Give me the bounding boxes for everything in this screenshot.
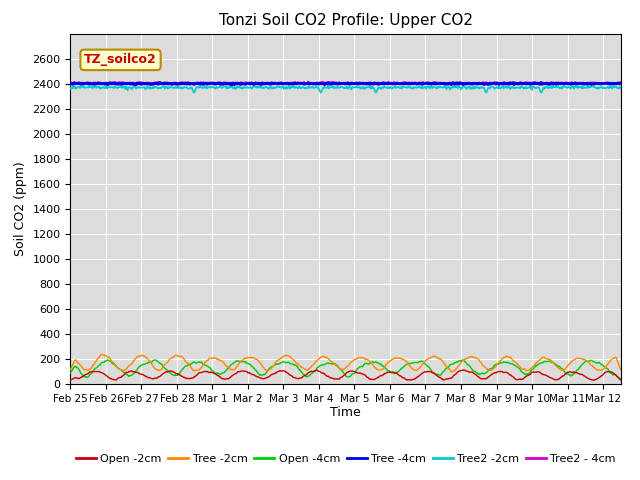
X-axis label: Time: Time — [330, 407, 361, 420]
Text: TZ_soilco2: TZ_soilco2 — [84, 53, 157, 66]
Legend: Open -2cm, Tree -2cm, Open -4cm, Tree -4cm, Tree2 -2cm, Tree2 - 4cm: Open -2cm, Tree -2cm, Open -4cm, Tree -4… — [71, 449, 620, 468]
Y-axis label: Soil CO2 (ppm): Soil CO2 (ppm) — [14, 161, 27, 256]
Title: Tonzi Soil CO2 Profile: Upper CO2: Tonzi Soil CO2 Profile: Upper CO2 — [219, 13, 472, 28]
